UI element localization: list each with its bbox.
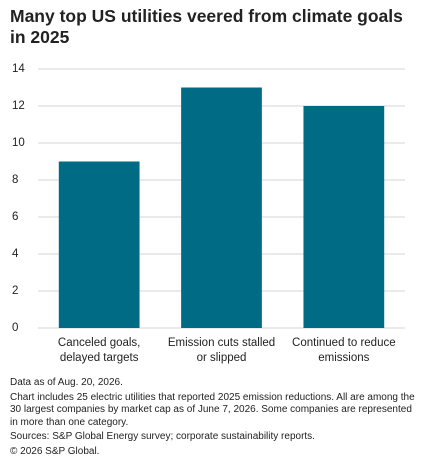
y-tick-label: 10 — [12, 137, 25, 149]
y-tick-label: 4 — [12, 248, 19, 260]
y-tick-label: 0 — [12, 322, 18, 334]
x-tick-label: Continued to reduce emissions — [292, 337, 396, 364]
y-tick-label: 8 — [12, 174, 18, 186]
y-tick-label: 6 — [12, 211, 18, 223]
bar — [181, 87, 262, 328]
note: Data as of Aug. 20, 2026. — [10, 377, 123, 388]
bar — [303, 106, 385, 328]
bar — [58, 161, 140, 328]
y-tick-label: 2 — [12, 285, 18, 297]
note: Sources: S&P Global Energy survey; corpo… — [10, 431, 315, 442]
x-tick-label: Emission cuts stalled or slipped — [167, 337, 276, 364]
note: Chart includes 25 electric utilities tha… — [10, 391, 415, 428]
y-tick-label: 14 — [12, 63, 25, 75]
x-tick-label: Canceled goals, delayed targets — [57, 337, 141, 364]
note: © 2026 S&P Global. — [10, 445, 100, 457]
chart-title: Many top US utilities veered from climat… — [10, 6, 403, 47]
y-tick-label: 12 — [12, 100, 25, 112]
notes: Data as of Aug. 20, 2026. Chart includes … — [10, 377, 415, 460]
